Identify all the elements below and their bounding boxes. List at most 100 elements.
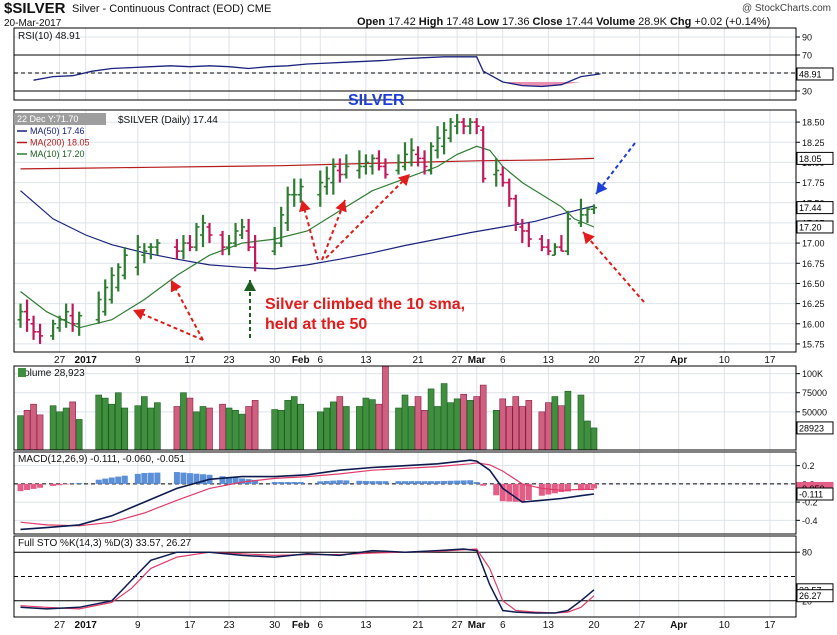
rsi-panel-frame bbox=[13, 27, 797, 101]
volume-bar bbox=[505, 406, 513, 451]
volume-bar bbox=[56, 411, 63, 451]
macd-hist-bar bbox=[356, 480, 363, 484]
macd-hist-bar bbox=[115, 476, 122, 484]
macd-hist-bar bbox=[538, 483, 545, 496]
volume-bar bbox=[414, 396, 422, 451]
price-x-label: 20 bbox=[588, 355, 600, 366]
volume-bar bbox=[251, 400, 259, 451]
macd-hist-bar bbox=[330, 480, 337, 484]
macd-hist-bar bbox=[291, 482, 298, 484]
symbol-title: $SILVER bbox=[4, 0, 66, 17]
open-value: 17.42 bbox=[388, 16, 416, 28]
price-tick-label: 18.25 bbox=[802, 138, 825, 148]
crosshair-readout: 22 Dec Y:71.70 bbox=[17, 114, 78, 124]
price-x-label: 30 bbox=[269, 355, 281, 366]
volume-tick-label: 100K bbox=[802, 369, 823, 379]
price-x-label: 27 bbox=[54, 355, 66, 366]
rsi-tick-label: 90 bbox=[802, 33, 812, 43]
exchange-text: CME bbox=[246, 3, 272, 15]
price-x-label: 2017 bbox=[75, 355, 98, 366]
price-tick-label: 15.75 bbox=[802, 339, 825, 349]
volume-bar bbox=[277, 409, 285, 451]
bottom-x-label: 27 bbox=[634, 620, 646, 631]
price-x-label: Feb bbox=[292, 355, 310, 366]
volume-bar bbox=[30, 403, 37, 451]
price-x-label: 17 bbox=[764, 355, 776, 366]
sto-tick-label: 80 bbox=[802, 548, 812, 558]
macd-hist-bar bbox=[317, 481, 324, 484]
macd-hist-bar bbox=[50, 483, 57, 486]
sto-panel-frame bbox=[13, 535, 797, 618]
macd-hist-bar bbox=[323, 480, 330, 484]
ma50-line bbox=[20, 190, 595, 270]
price-tick-label: 17.00 bbox=[802, 239, 825, 249]
sto-k-line bbox=[20, 548, 595, 614]
volume-last-badge bbox=[796, 421, 834, 435]
macd-hist-bar bbox=[382, 481, 389, 484]
volume-bar bbox=[206, 407, 213, 451]
volume-bar bbox=[584, 420, 591, 451]
volume-bar bbox=[75, 419, 83, 451]
arrow-7-shaft bbox=[582, 231, 645, 303]
rsi-tick-label: 30 bbox=[802, 87, 812, 97]
volume-bar bbox=[323, 407, 331, 451]
sto-d-line bbox=[20, 548, 595, 614]
macd-hist-bar bbox=[460, 480, 467, 484]
bottom-x-label: 6 bbox=[318, 620, 324, 631]
volume-bar bbox=[499, 398, 507, 451]
macd-hist-bar bbox=[454, 480, 461, 484]
macd-hist-bar bbox=[564, 483, 571, 492]
bottom-x-label: 21 bbox=[412, 620, 424, 631]
bottom-x-label: 17 bbox=[184, 620, 196, 631]
macd-hist-bar bbox=[577, 483, 584, 491]
price-x-label: 6 bbox=[318, 355, 324, 366]
volume-bar bbox=[245, 406, 252, 451]
symbol-description: Silver - Continuous Contract (EOD) CME bbox=[72, 3, 271, 15]
volume-bar bbox=[453, 398, 461, 451]
volume-bar bbox=[518, 406, 526, 451]
price-last-badge bbox=[796, 201, 834, 215]
volume-bar bbox=[545, 402, 552, 451]
volume-bar bbox=[440, 383, 448, 451]
volume-bar bbox=[564, 390, 572, 451]
macd-hist-bar bbox=[56, 483, 63, 486]
volume-bar bbox=[408, 406, 415, 451]
price-tick-label: 18.50 bbox=[802, 118, 825, 128]
price-x-label: 13 bbox=[543, 355, 555, 366]
bottom-x-label: 20 bbox=[588, 620, 600, 631]
macd-hist-bar bbox=[199, 474, 206, 484]
price-tick-label: 16.75 bbox=[802, 259, 825, 269]
volume-bar bbox=[590, 427, 598, 451]
macd-hist-bar bbox=[297, 482, 304, 484]
volume-bar bbox=[17, 415, 24, 451]
macd-hist-bar bbox=[519, 483, 526, 503]
volume-bar bbox=[382, 365, 389, 451]
macd-hist-bar bbox=[102, 478, 109, 484]
macd-hist-bar bbox=[499, 483, 506, 502]
volume-bar bbox=[427, 388, 435, 451]
volume-bar bbox=[23, 409, 31, 451]
macd-hist-bar bbox=[95, 479, 102, 484]
chart-title: SILVER bbox=[348, 92, 405, 109]
volume-tick-label: 50000 bbox=[802, 407, 827, 417]
macd-hist-bar bbox=[375, 481, 382, 484]
price-tick-label: 16.00 bbox=[802, 319, 825, 329]
price-label: $SILVER (Daily) 17.44 bbox=[118, 115, 218, 126]
macd-hist-bar bbox=[512, 483, 519, 502]
bottom-x-label: 13 bbox=[360, 620, 372, 631]
bottom-x-label: 30 bbox=[269, 620, 281, 631]
macd-hist-bar bbox=[408, 481, 415, 484]
macd-hist-bar bbox=[186, 473, 193, 484]
volume-bar bbox=[49, 405, 57, 451]
volume-bar bbox=[525, 400, 533, 451]
macd-hist-bar bbox=[17, 483, 24, 492]
volume-bar bbox=[330, 401, 337, 451]
sto-last-badge bbox=[796, 589, 834, 603]
macd-hist-bar bbox=[421, 481, 428, 484]
volume-bar bbox=[558, 405, 565, 451]
volume-bar bbox=[343, 406, 350, 451]
price-x-label: 27 bbox=[452, 355, 464, 366]
macd-hist-bar bbox=[193, 473, 200, 484]
volume-bar bbox=[62, 407, 70, 451]
bottom-x-label: 13 bbox=[543, 620, 555, 631]
